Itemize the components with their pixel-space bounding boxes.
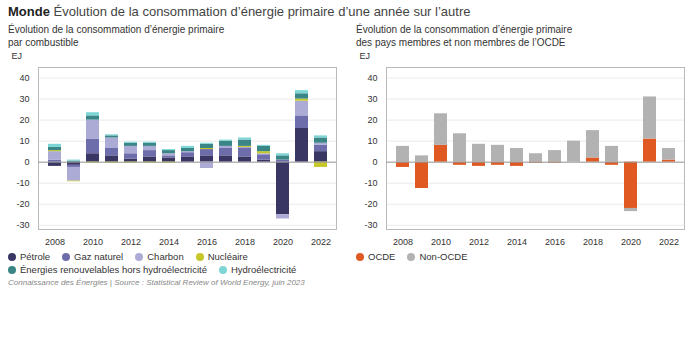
html-text:Monde Évolution de la consomma: Monde Évolution de la consommation d’éne…	[8, 4, 471, 19]
svg-text:-30: -30	[364, 220, 377, 230]
svg-text:30: 30	[367, 94, 377, 104]
svg-text:2018: 2018	[235, 237, 255, 247]
svg-text:2008: 2008	[45, 237, 65, 247]
svg-text:2016: 2016	[197, 237, 217, 247]
svg-text:0: 0	[372, 157, 377, 167]
html-text:OCDE: OCDE	[368, 251, 396, 262]
html-text:Évolution de la consommation d: Évolution de la consommation d’énergie p…	[356, 24, 573, 48]
html-text:Connaissance des Énergies | So: Connaissance des Énergies | Source : Sta…	[8, 278, 305, 287]
svg-text:2022: 2022	[311, 237, 331, 247]
svg-text:2020: 2020	[273, 237, 293, 247]
svg-text:20: 20	[19, 115, 29, 125]
svg-text:-20: -20	[16, 199, 29, 209]
svg-text:-10: -10	[364, 178, 377, 188]
svg-text:40: 40	[19, 73, 29, 83]
svg-text:EJ: EJ	[360, 51, 371, 61]
svg-text:2014: 2014	[507, 237, 527, 247]
html-text:Non-OCDE: Non-OCDE	[419, 251, 468, 262]
html-text:Charbon: Charbon	[147, 251, 184, 262]
html-text:Évolution de la consommation d: Évolution de la consommation d’énergie p…	[8, 24, 225, 48]
svg-text:2014: 2014	[159, 237, 179, 247]
svg-text:10: 10	[367, 136, 377, 146]
svg-text:2012: 2012	[469, 237, 489, 247]
svg-text:2018: 2018	[583, 237, 603, 247]
html-text:Énergies renouvelables hors hy: Énergies renouvelables hors hydroélectri…	[20, 264, 207, 275]
svg-text:2010: 2010	[83, 237, 103, 247]
html-text:Gaz naturel: Gaz naturel	[74, 251, 124, 262]
svg-text:-10: -10	[16, 178, 29, 188]
svg-text:2010: 2010	[431, 237, 451, 247]
svg-text:-20: -20	[364, 199, 377, 209]
svg-text:2022: 2022	[659, 237, 679, 247]
svg-text:40: 40	[367, 73, 377, 83]
svg-text:30: 30	[19, 94, 29, 104]
html-text:Nucléaire: Nucléaire	[207, 251, 248, 262]
svg-text:20: 20	[367, 115, 377, 125]
svg-text:2020: 2020	[621, 237, 641, 247]
html-text:Hydroélectricité: Hydroélectricité	[230, 264, 297, 275]
svg-text:0: 0	[24, 157, 29, 167]
svg-text:-30: -30	[16, 220, 29, 230]
svg-text:2008: 2008	[393, 237, 413, 247]
svg-text:10: 10	[19, 136, 29, 146]
html-text:Pétrole: Pétrole	[20, 251, 51, 262]
svg-text:2012: 2012	[121, 237, 141, 247]
svg-text:EJ: EJ	[12, 51, 23, 61]
svg-text:2016: 2016	[545, 237, 565, 247]
